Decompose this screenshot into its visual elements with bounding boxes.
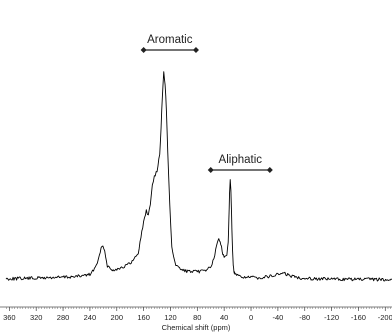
- x-tick-label: 0: [249, 313, 253, 322]
- x-tick-label: 160: [137, 313, 150, 322]
- x-axis-title: Chemical shift (ppm): [162, 323, 231, 332]
- x-tick-label: 40: [220, 313, 228, 322]
- annotation-diamond-0-1: [192, 47, 199, 53]
- region-annotations: Aromatic Aliphatic: [140, 34, 273, 173]
- plot-area: [5, 71, 392, 282]
- spectrum-line-0: [5, 71, 392, 282]
- x-tick-label: -120: [324, 313, 339, 322]
- x-tick-label: 360: [3, 313, 16, 322]
- annotation-diamond-1-1: [266, 167, 273, 173]
- x-tick-label: -80: [299, 313, 310, 322]
- x-tick-label: 120: [164, 313, 177, 322]
- x-tick-label: 280: [57, 313, 70, 322]
- x-tick-label: -160: [351, 313, 366, 322]
- x-tick-label: 240: [84, 313, 97, 322]
- annotation-diamond-0-0: [140, 47, 147, 53]
- x-axis: 360 320 280 240 200 160 120 80 40 0 -40 -80 -120 -160…: [0, 306, 392, 322]
- x-tick-label: 320: [30, 313, 43, 322]
- x-tick-label: 200: [111, 313, 124, 322]
- annotation-diamond-1-0: [207, 167, 214, 173]
- annotation-label-0: Aromatic: [147, 34, 193, 46]
- annotation-label-1: Aliphatic: [219, 154, 263, 166]
- x-tick-label: -40: [272, 313, 283, 322]
- x-tick-label: -200: [378, 313, 392, 322]
- x-tick-label: 80: [193, 313, 201, 322]
